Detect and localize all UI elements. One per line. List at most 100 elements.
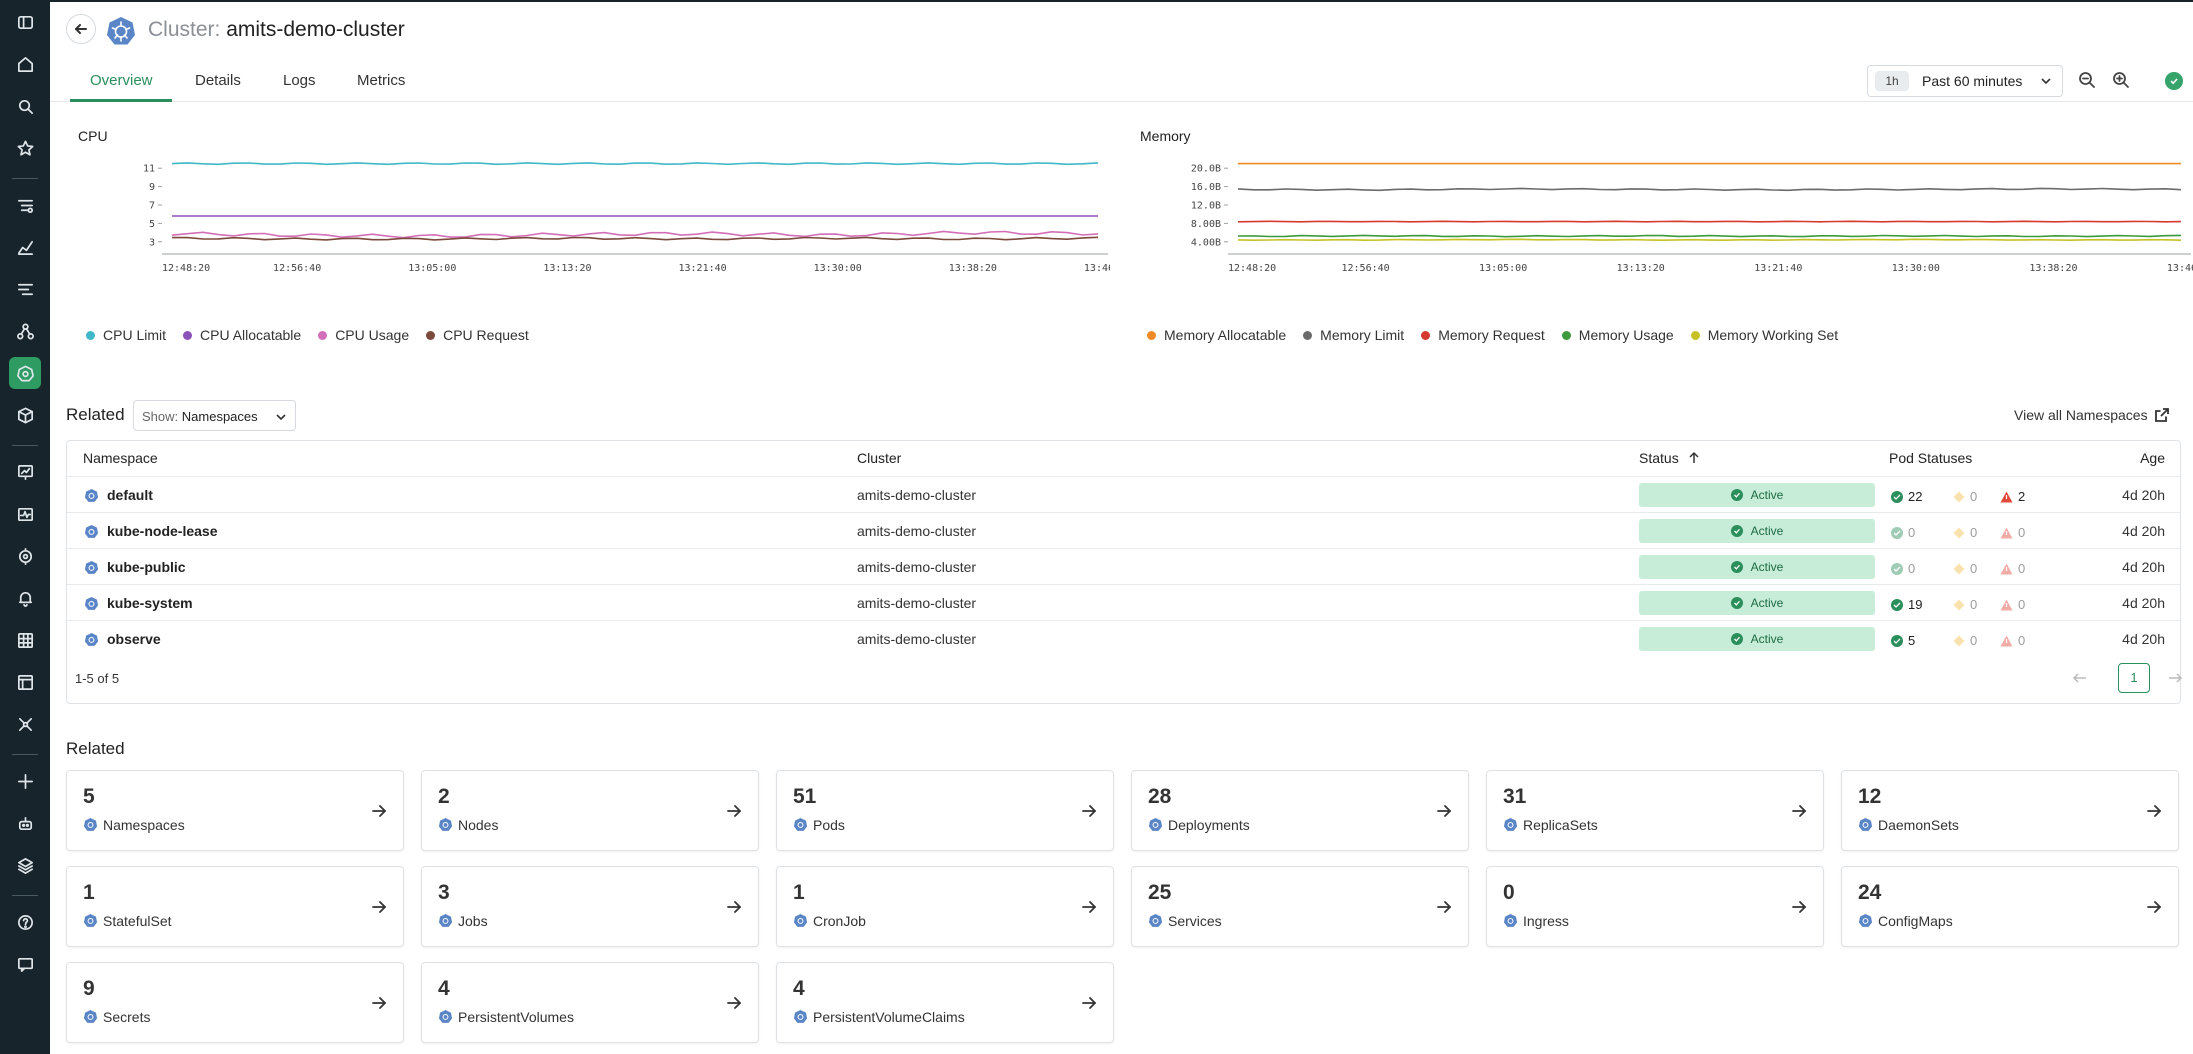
- table-row[interactable]: kube-public amits-demo-cluster Active 0 0 0 4d…: [67, 548, 2180, 584]
- namespace-name[interactable]: default: [107, 487, 153, 503]
- resource-card-deployments[interactable]: 28 Deployments: [1131, 770, 1469, 851]
- tab-metrics[interactable]: Metrics: [357, 72, 406, 89]
- package-icon[interactable]: [9, 399, 41, 431]
- tab-overview[interactable]: Overview: [90, 72, 153, 89]
- pods-pending: 0: [1953, 561, 1977, 576]
- tab-details[interactable]: Details: [195, 72, 241, 89]
- next-page-icon[interactable]: [2167, 670, 2183, 686]
- legend-item-cpu-allocatable[interactable]: CPU Allocatable: [183, 327, 301, 343]
- namespace-name[interactable]: kube-public: [107, 559, 186, 575]
- view-all-namespaces-link[interactable]: View all Namespaces: [2014, 407, 2170, 423]
- legend-item-memory-usage[interactable]: Memory Usage: [1561, 327, 1674, 343]
- show-select[interactable]: Show: Namespaces: [133, 400, 296, 431]
- cluster-name[interactable]: amits-demo-cluster: [857, 523, 977, 539]
- cluster-name[interactable]: amits-demo-cluster: [857, 595, 977, 611]
- arrow-right-icon: [1791, 899, 1807, 915]
- plus-icon[interactable]: [9, 765, 41, 797]
- cluster-name[interactable]: amits-demo-cluster: [857, 559, 977, 575]
- zoom-in-icon[interactable]: [2111, 70, 2131, 90]
- integrations-icon[interactable]: [9, 708, 41, 740]
- pods-running: 5: [1891, 633, 1915, 648]
- check-circle-icon: [1891, 562, 1903, 575]
- cluster-name[interactable]: amits-demo-cluster: [857, 487, 977, 503]
- resource-card-namespaces[interactable]: 5 Namespaces: [66, 770, 404, 851]
- ai-assistant-icon[interactable]: [9, 807, 41, 839]
- resource-count: 1: [793, 881, 805, 904]
- back-button[interactable]: [66, 14, 96, 44]
- column-header-status[interactable]: Status: [1639, 450, 1701, 466]
- series-line-memory-limit: [1237, 187, 2182, 192]
- service-map-icon[interactable]: [9, 315, 41, 347]
- star-icon[interactable]: [9, 132, 41, 164]
- table-row[interactable]: kube-system amits-demo-cluster Active 19 0 0 4…: [67, 584, 2180, 620]
- namespace-name[interactable]: kube-system: [107, 595, 193, 611]
- resource-card-cronjob[interactable]: 1 CronJob: [776, 866, 1114, 947]
- column-header-cluster[interactable]: Cluster: [857, 450, 902, 466]
- legend-label: Memory Working Set: [1707, 327, 1839, 343]
- layers-icon[interactable]: [9, 849, 41, 881]
- resource-card-configmaps[interactable]: 24 ConfigMaps: [1841, 866, 2179, 947]
- datasets-icon[interactable]: [9, 624, 41, 656]
- bell-icon[interactable]: [9, 582, 41, 614]
- column-header-pod-statuses[interactable]: Pod Statuses: [1889, 450, 1973, 466]
- namespace-name[interactable]: observe: [107, 631, 161, 647]
- help-icon[interactable]: [9, 906, 41, 938]
- worksheet-icon[interactable]: [9, 666, 41, 698]
- resource-card-nodes[interactable]: 2 Nodes: [421, 770, 759, 851]
- time-range-picker[interactable]: 1h Past 60 minutes: [1867, 65, 2063, 97]
- legend-item-memory-request[interactable]: Memory Request: [1421, 327, 1545, 343]
- table-row[interactable]: default amits-demo-cluster Active 22 0 2 4d 20…: [67, 476, 2180, 512]
- column-header-namespace[interactable]: Namespace: [83, 450, 158, 466]
- resource-card-persistentvolumeclaims[interactable]: 4 PersistentVolumeClaims: [776, 962, 1114, 1043]
- resource-card-daemonsets[interactable]: 12 DaemonSets: [1841, 770, 2179, 851]
- trace-explorer-icon[interactable]: [9, 273, 41, 305]
- pagination-summary: 1-5 of 5: [75, 671, 120, 686]
- home-icon[interactable]: [9, 48, 41, 80]
- resource-card-statefulset[interactable]: 1 StatefulSet: [66, 866, 404, 947]
- legend-item-memory-limit[interactable]: Memory Limit: [1303, 327, 1404, 343]
- feedback-icon[interactable]: [9, 948, 41, 980]
- arrow-right-icon: [371, 803, 387, 819]
- resource-card-ingress[interactable]: 0 Ingress: [1486, 866, 1824, 947]
- cluster-name[interactable]: amits-demo-cluster: [857, 631, 977, 647]
- resource-type-icon: [793, 817, 808, 832]
- monitor-icon[interactable]: [9, 498, 41, 530]
- tab-logs[interactable]: Logs: [283, 72, 316, 89]
- legend-item-memory-working-set[interactable]: Memory Working Set: [1690, 327, 1839, 343]
- previous-page-icon[interactable]: [2072, 670, 2088, 686]
- kubernetes-icon[interactable]: [9, 357, 41, 389]
- zoom-out-icon[interactable]: [2077, 70, 2097, 90]
- page-button[interactable]: 1: [2118, 663, 2150, 693]
- table-row[interactable]: observe amits-demo-cluster Active 5 0 0 4d 20h: [67, 620, 2180, 656]
- legend-item-cpu-limit[interactable]: CPU Limit: [86, 327, 166, 343]
- search-icon[interactable]: [9, 90, 41, 122]
- column-header-age[interactable]: Age: [2140, 450, 2165, 466]
- sidebar-divider: [12, 445, 38, 446]
- resource-card-secrets[interactable]: 9 Secrets: [66, 962, 404, 1043]
- resource-type-icon: [1858, 817, 1873, 832]
- cpu-chart: 3 5 7 9 11 12:48:20 12:56:40 13:05:00 13:13:20 13…: [143, 162, 1110, 274]
- resource-card-persistentvolumes[interactable]: 4 PersistentVolumes: [421, 962, 759, 1043]
- table-row[interactable]: kube-node-lease amits-demo-cluster Active 0…: [67, 512, 2180, 548]
- resource-count: 0: [1503, 881, 1515, 904]
- resource-count: 9: [83, 977, 95, 1000]
- legend-item-cpu-request[interactable]: CPU Request: [426, 327, 529, 343]
- legend-swatch: [1421, 330, 1431, 340]
- legend-swatch: [1690, 330, 1700, 340]
- log-explorer-icon[interactable]: [9, 189, 41, 221]
- resource-card-pods[interactable]: 51 Pods: [776, 770, 1114, 851]
- legend-label: CPU Usage: [335, 327, 410, 343]
- monitor-config-icon[interactable]: [9, 540, 41, 572]
- legend-item-memory-allocatable[interactable]: Memory Allocatable: [1147, 327, 1286, 343]
- metrics-explorer-icon[interactable]: [9, 231, 41, 263]
- arrow-right-icon: [1081, 899, 1097, 915]
- x-tick-label: 13:46:40: [2167, 263, 2193, 274]
- namespace-name[interactable]: kube-node-lease: [107, 523, 218, 539]
- status-text: Active: [1750, 596, 1784, 610]
- resource-card-jobs[interactable]: 3 Jobs: [421, 866, 759, 947]
- dashboard-icon[interactable]: [9, 456, 41, 488]
- sidebar-toggle-icon[interactable]: [9, 6, 41, 38]
- resource-card-replicasets[interactable]: 31 ReplicaSets: [1486, 770, 1824, 851]
- legend-item-cpu-usage[interactable]: CPU Usage: [318, 327, 409, 343]
- resource-card-services[interactable]: 25 Services: [1131, 866, 1469, 947]
